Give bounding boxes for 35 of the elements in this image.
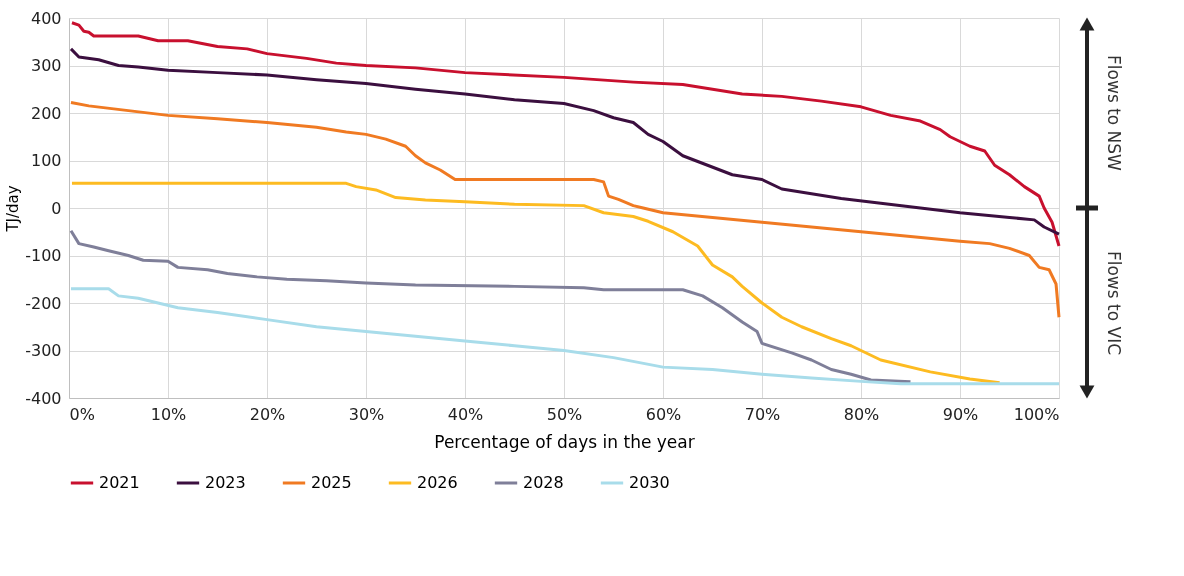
- legend-label: 2025: [311, 473, 352, 492]
- x-tick-label: 70%: [744, 404, 781, 424]
- line-series: [70, 181, 1002, 385]
- legend-label: 2026: [417, 473, 458, 492]
- x-tick-label: 50%: [546, 404, 583, 424]
- x-tick-label: 60%: [645, 404, 682, 424]
- x-tick-label: 80%: [843, 404, 880, 424]
- y-tick-label: -200: [25, 293, 62, 313]
- x-tick-label: 100%: [1013, 404, 1060, 424]
- y-tick-label: -100: [25, 246, 62, 265]
- legend-label: 2028: [523, 473, 564, 492]
- x-tick-label: 30%: [348, 404, 385, 424]
- text: Flows to NSW: [1104, 55, 1124, 172]
- y-tick-label: 400: [30, 8, 62, 28]
- x-tick-label: 90%: [942, 404, 979, 424]
- line-series: [69, 287, 1061, 386]
- y-tick-label: 200: [30, 103, 62, 123]
- legend-label: 2023: [205, 473, 246, 492]
- y-tick-label: -400: [25, 388, 62, 408]
- x-tick-label: 40%: [447, 404, 484, 424]
- y-tick-label: 0: [51, 198, 62, 218]
- line-series: [69, 229, 912, 384]
- x-tick-label: 0%: [69, 404, 95, 424]
- y-axis-title: TJ/day: [4, 185, 23, 233]
- legend-label: 2021: [99, 473, 140, 492]
- y-tick-label: 100: [30, 151, 62, 170]
- x-tick-label: 10%: [150, 404, 187, 424]
- x-axis-title: Percentage of days in the year: [434, 431, 695, 452]
- legend-label: 2030: [629, 473, 670, 492]
- y-tick-label: 300: [30, 56, 62, 75]
- y-tick-label: -300: [25, 341, 62, 360]
- line-series: [69, 101, 1061, 319]
- text: Flows to VIC: [1104, 250, 1124, 356]
- x-tick-label: 20%: [249, 404, 286, 424]
- line-series: [69, 47, 1061, 236]
